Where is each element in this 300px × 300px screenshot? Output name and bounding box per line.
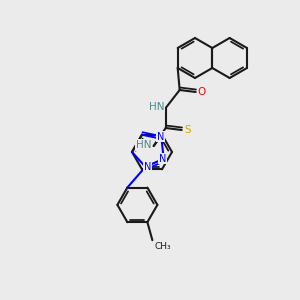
Text: HN: HN [149,102,164,112]
Text: O: O [198,87,206,97]
Text: S: S [184,125,191,135]
Text: N: N [159,154,166,164]
Text: N: N [144,162,151,172]
Text: HN: HN [136,140,152,150]
Text: CH₃: CH₃ [154,242,171,251]
Text: N: N [157,132,164,142]
